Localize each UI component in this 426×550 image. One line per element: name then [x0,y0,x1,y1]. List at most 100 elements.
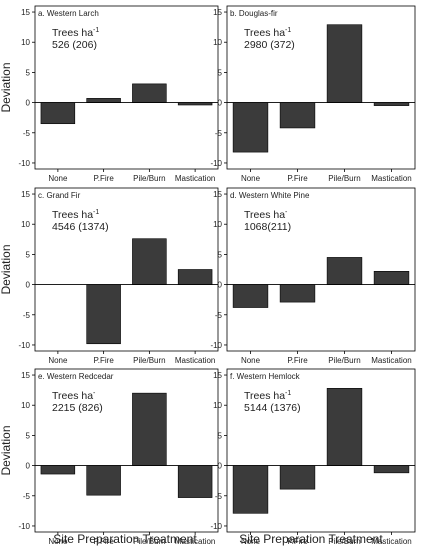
annotation-value: 2980 (372) [244,39,295,51]
bar-mastication [177,465,213,498]
y-tick-label: -10 [18,522,30,531]
y-tick-label: -5 [215,129,223,138]
y-tick-label: -10 [210,341,222,350]
y-tick-label: 5 [26,250,31,259]
y-tick-label: -10 [18,341,30,350]
bar-pile-burn [326,388,363,466]
bar-p-fire [86,465,121,496]
annotation-value: 5144 (1376) [244,402,301,414]
x-tick-label: None [48,356,68,365]
y-tick-label: 5 [26,431,31,440]
bar-p-fire [86,98,121,103]
bar-none [232,284,269,308]
y-tick-label: 0 [218,281,223,290]
x-tick-label: P.Fire [93,356,114,365]
y-tick-label: 15 [213,190,222,199]
x-tick-label: Pile/Burn [133,174,165,183]
x-tick-label: P.Fire [287,356,308,365]
x-tick-label: None [241,174,261,183]
y-tick-label: 15 [213,8,222,17]
panel-frame [34,187,219,352]
x-tick-label: Mastication [371,174,411,183]
y-tick-label: 0 [218,99,223,108]
y-tick-label: 15 [21,190,30,199]
y-tick-label: 15 [213,371,222,380]
y-tick-label: 5 [218,250,223,259]
y-axis-title: Deviation [0,244,13,294]
annotation-value: 4546 (1374) [52,221,109,233]
annotation-label-superscript: -1 [285,27,291,34]
annotation-label-superscript: - [285,209,288,216]
panel-frame [226,5,416,170]
x-tick-label: P.Fire [93,174,114,183]
y-tick-label: -10 [210,159,222,168]
annotation-label-text: Trees ha [52,27,93,39]
y-tick-label: 0 [26,462,31,471]
y-tick-label: 0 [26,281,31,290]
annotation-label: Trees ha-1 [244,390,291,402]
y-tick-label: 5 [218,431,223,440]
y-tick-label: -5 [23,492,31,501]
y-tick-label: 0 [218,462,223,471]
y-axis-title: Deviation [0,425,13,475]
bar-pile-burn [132,238,167,285]
y-tick-label: 0 [26,99,31,108]
x-tick-label: Mastication [371,356,411,365]
annotation-label: Trees ha-1 [52,209,99,221]
bar-mastication [373,465,410,474]
y-tick-label: 10 [21,401,30,410]
y-tick-label: 5 [218,68,223,77]
x-tick-label: P.Fire [93,537,114,546]
bar-p-fire [279,465,316,490]
x-tick-label: Pile/Burn [328,356,360,365]
y-tick-label: 5 [26,68,31,77]
bar-none [40,102,76,125]
annotation-label-text: Trees ha [244,390,285,402]
annotation-label-superscript: -1 [93,209,99,216]
x-tick-label: Mastication [371,537,411,546]
x-tick-label: Pile/Burn [133,537,165,546]
y-tick-label: 15 [21,8,30,17]
bar-pile-burn [132,83,167,103]
bar-none [232,465,269,514]
bar-none [40,465,76,475]
y-tick-label: 10 [21,38,30,47]
annotation-label-superscript: -1 [93,27,99,34]
y-tick-label: -5 [215,492,223,501]
panel-title: e. Western Redcedar [38,372,114,381]
y-tick-label: 10 [213,38,222,47]
bar-none [232,102,269,153]
annotation-label-text: Trees ha [244,209,285,221]
x-tick-label: Pile/Burn [133,356,165,365]
panel-title: a. Western Larch [38,9,99,18]
bar-pile-burn [132,392,167,466]
annotation-label-superscript: -1 [285,390,291,397]
annotation-label: Trees ha-1 [52,27,99,39]
x-tick-label: None [48,537,68,546]
annotation-label-text: Trees ha [244,27,285,39]
x-tick-label: P.Fire [287,537,308,546]
annotation-value: 526 (206) [52,39,97,51]
x-tick-label: Pile/Burn [328,174,360,183]
x-tick-label: Mastication [175,537,215,546]
panel-title: f. Western Hemlock [230,372,301,381]
x-tick-label: None [241,537,261,546]
x-tick-label: None [241,356,261,365]
annotation-label-text: Trees ha [52,390,93,402]
x-axis-title-left: Site Preparation Treatment [53,532,197,546]
annotation-label: Trees ha- [52,390,96,402]
y-tick-label: -5 [23,311,31,320]
panel-title: c. Grand Fir [38,191,81,200]
y-tick-label: -10 [18,159,30,168]
panel-frame [226,368,416,533]
x-tick-label: Mastication [175,356,215,365]
y-tick-label: 15 [21,371,30,380]
annotation-label-text: Trees ha [52,209,93,221]
panel-title: d. Western White Pine [230,191,310,200]
